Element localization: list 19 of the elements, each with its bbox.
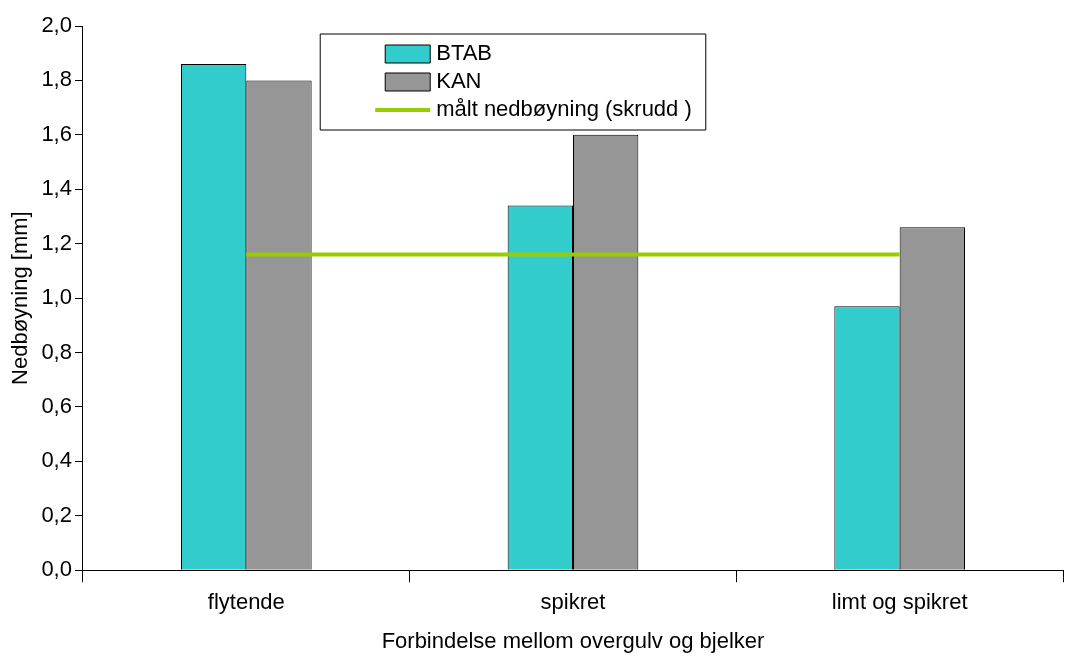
y-tick-label: 1,0 — [41, 284, 72, 310]
y-tick-label: 0,2 — [41, 501, 72, 527]
y-tick-label: 1,8 — [41, 66, 72, 92]
y-tick-label: 0,8 — [41, 338, 72, 364]
y-tick-label: 0,0 — [41, 556, 72, 582]
y-tick-label: 1,6 — [41, 120, 72, 146]
y-tick-label: 0,6 — [41, 393, 72, 418]
y-tick-label: 2,0 — [41, 12, 72, 38]
legend-label: BTAB — [436, 40, 493, 66]
legend-label: målt nedbøyning (skrudd ) — [436, 96, 692, 122]
x-tick-label: flytende — [207, 589, 285, 615]
x-axis-title: Forbindelse mellom overgulv og bjelker — [381, 627, 765, 653]
legend-label: KAN — [436, 68, 482, 94]
y-tick-label: 1,4 — [41, 175, 72, 201]
x-tick-label: spikret — [540, 589, 606, 615]
x-tick-label: limt og spikret — [831, 589, 968, 615]
y-tick-label: 1,2 — [41, 229, 72, 255]
y-axis-title: Nedbøyning [mm] — [7, 211, 33, 385]
y-tick-label: 0,4 — [41, 447, 72, 473]
